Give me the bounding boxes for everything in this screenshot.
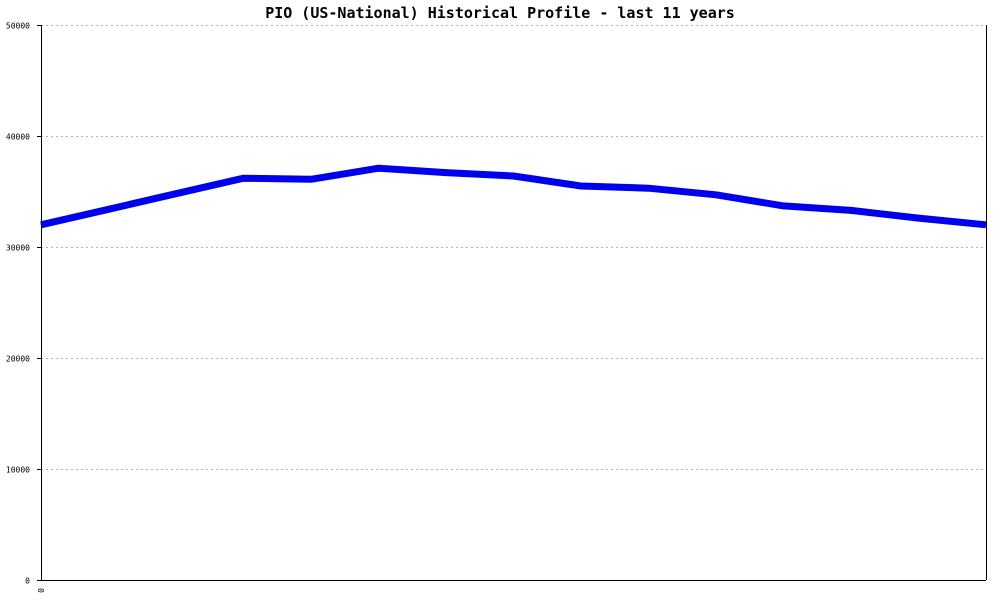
data-point [648, 187, 649, 189]
data-point [985, 224, 987, 226]
series-line [40, 164, 987, 229]
data-point [715, 194, 717, 196]
data-point [310, 178, 312, 180]
data-point [783, 205, 784, 207]
data-point [175, 193, 177, 195]
data-points [40, 167, 987, 226]
data-point [378, 167, 379, 169]
y-tick-labels: 0 10000 20000 30000 40000 50000 [6, 22, 30, 586]
y-tick-label: 30000 [6, 244, 30, 253]
data-point [40, 224, 42, 226]
y-tick-label: 10000 [6, 466, 30, 475]
data-point [445, 172, 447, 174]
series-lines [40, 164, 987, 229]
y-tick-label: 50000 [6, 22, 30, 31]
data-point [580, 185, 582, 187]
y-tick-label: 40000 [6, 133, 30, 142]
data-point [108, 208, 109, 210]
data-point [243, 177, 244, 179]
axes [37, 25, 987, 581]
data-point [850, 209, 852, 211]
chart-title: PIO (US-National) Historical Profile - l… [265, 4, 735, 22]
data-point [918, 217, 919, 219]
grid-lines [41, 25, 986, 470]
y-tick-label: 0 [25, 577, 30, 586]
x-tick-labels: 0 [37, 588, 46, 593]
y-tick-label: 20000 [6, 355, 30, 364]
x-tick-label: 0 [37, 588, 46, 593]
data-point [513, 175, 514, 177]
